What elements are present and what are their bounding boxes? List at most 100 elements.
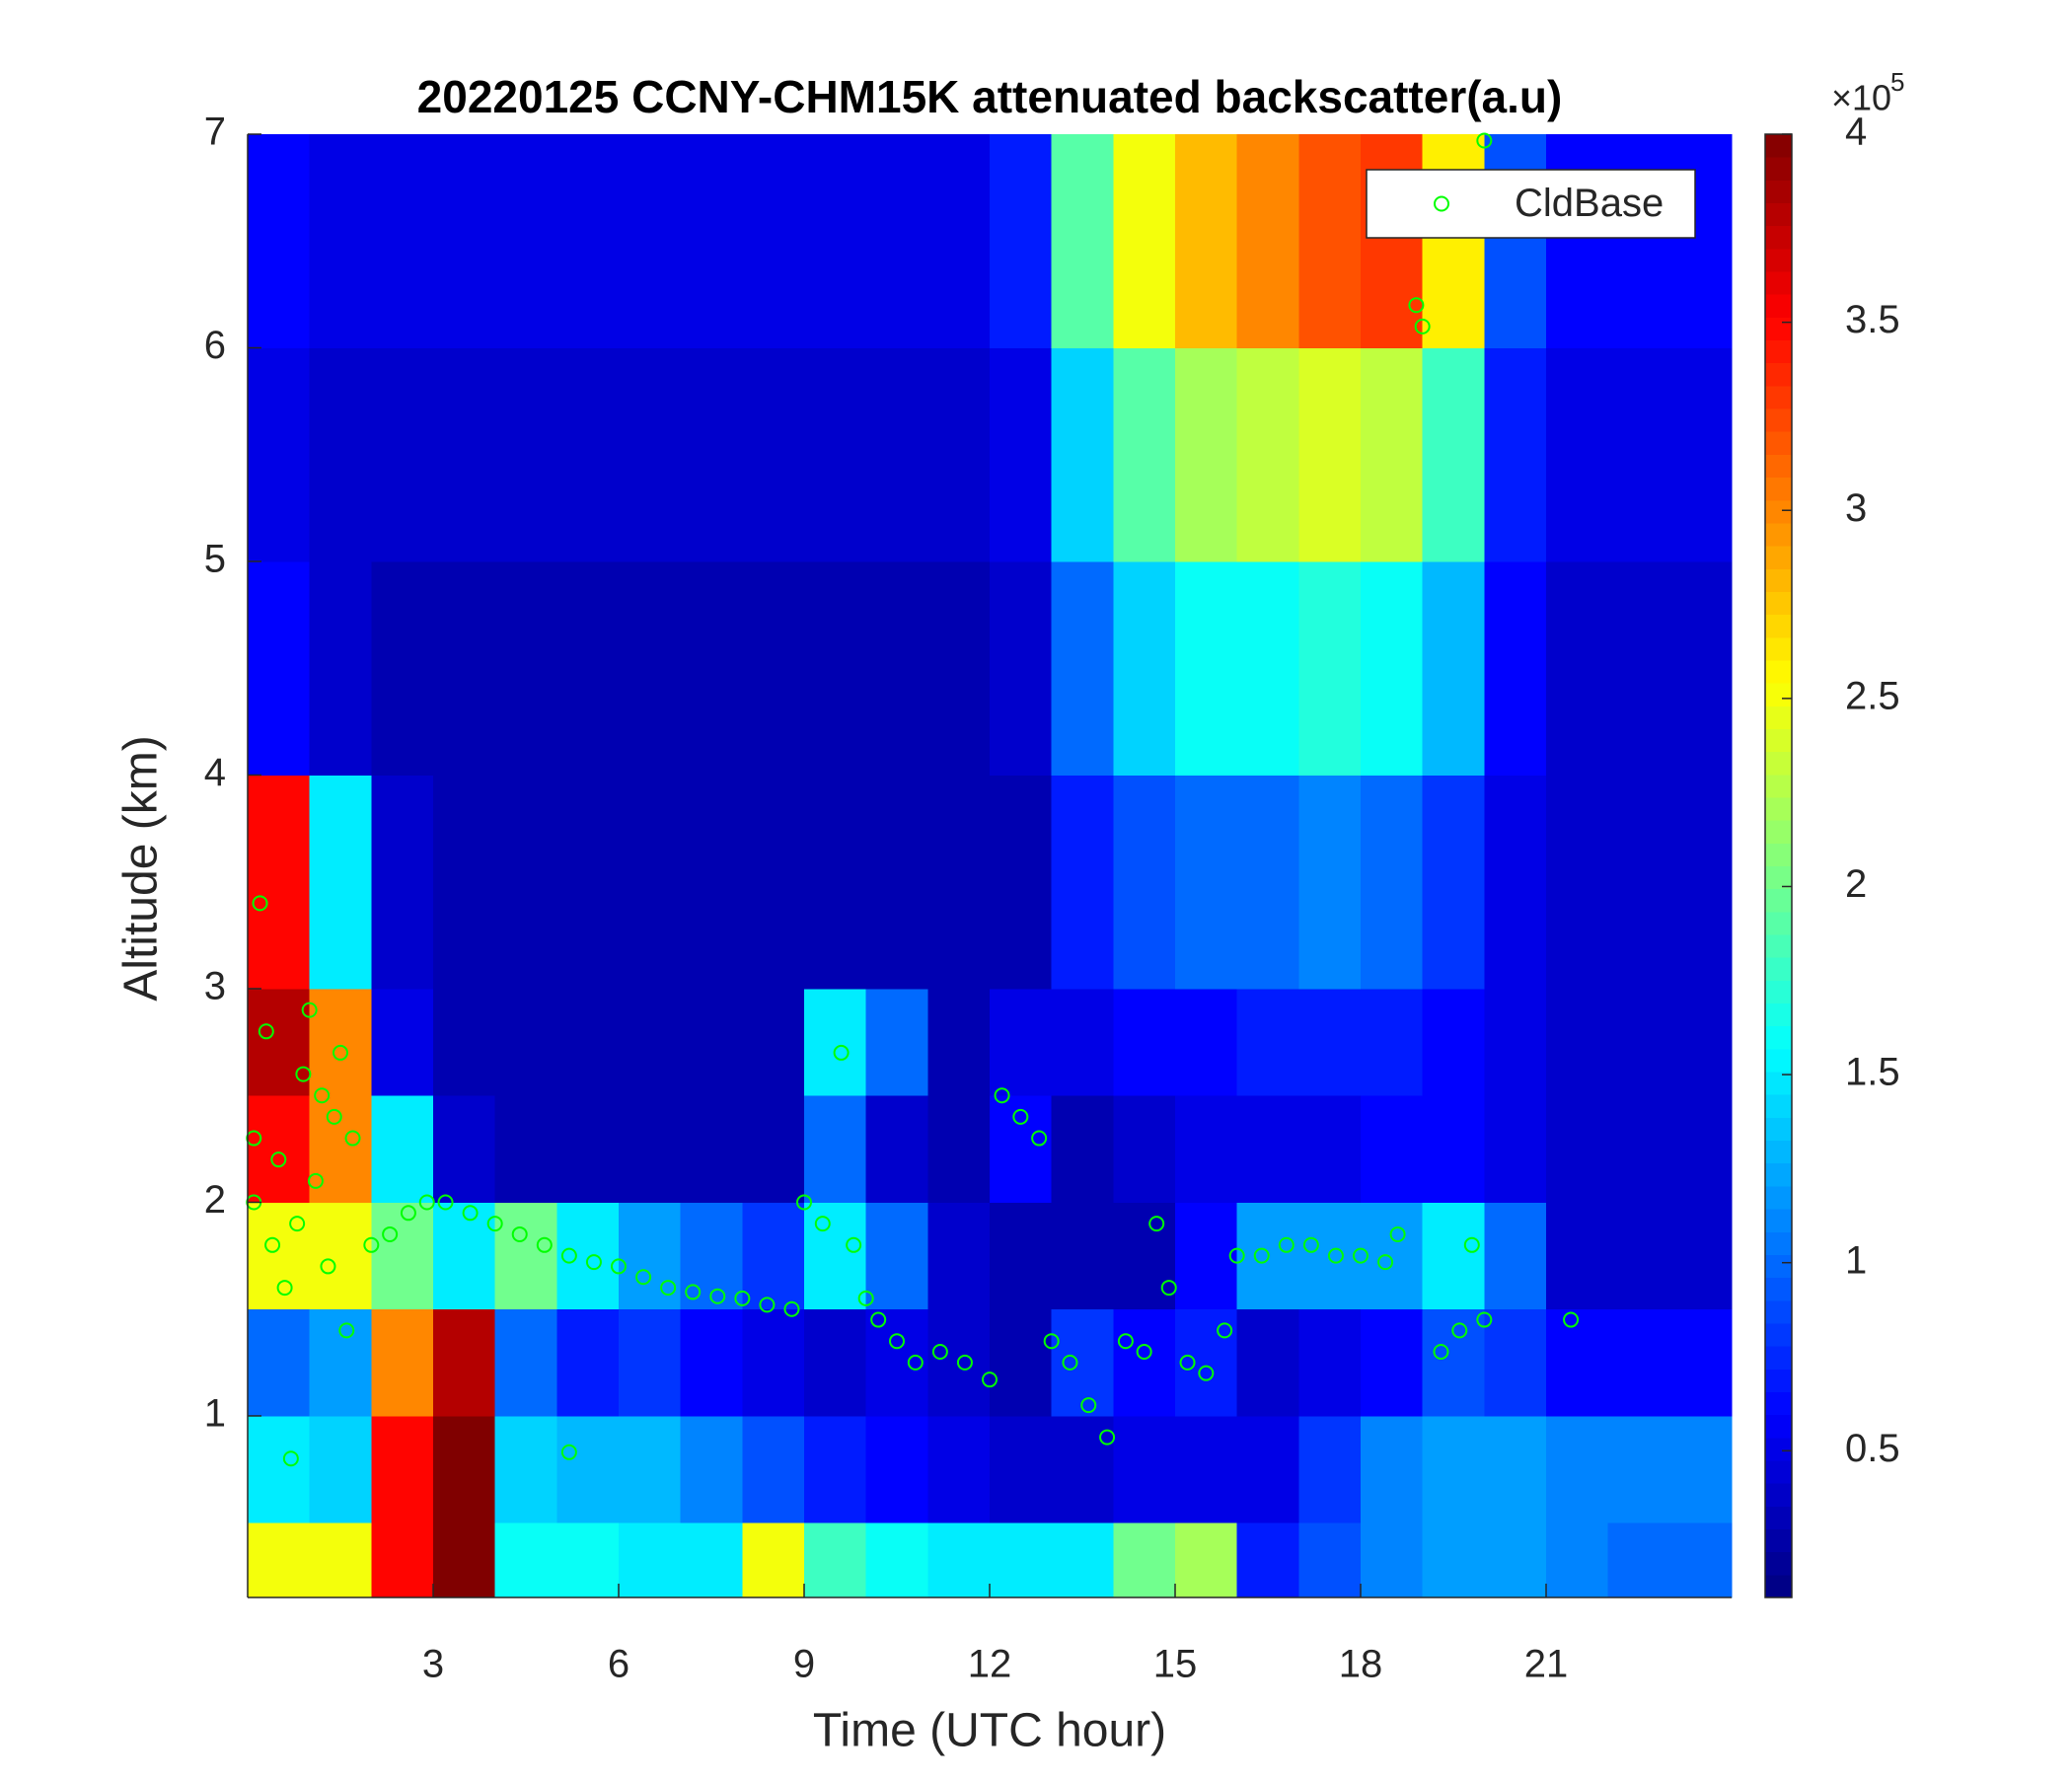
colorbar-swatch bbox=[1765, 271, 1792, 295]
heatmap-cell bbox=[990, 1202, 1053, 1310]
heatmap-cell bbox=[990, 1522, 1053, 1598]
heatmap-cell bbox=[1669, 988, 1733, 1096]
heatmap-cell bbox=[371, 1202, 434, 1310]
colorbar-swatch bbox=[1765, 1140, 1792, 1164]
heatmap-cell bbox=[804, 1308, 867, 1417]
heatmap-cell bbox=[1361, 134, 1424, 348]
heatmap-cell bbox=[1546, 1522, 1609, 1598]
colorbar-swatch bbox=[1765, 591, 1792, 616]
heatmap-cell bbox=[1113, 1415, 1176, 1523]
heatmap-cell bbox=[1484, 1308, 1547, 1417]
cloud-base-point bbox=[1148, 1216, 1165, 1232]
heatmap-cell bbox=[248, 1415, 311, 1523]
x-tick-label: 9 bbox=[793, 1643, 815, 1686]
heatmap-cell bbox=[619, 347, 682, 562]
heatmap-cell bbox=[1361, 1202, 1424, 1310]
heatmap-cell bbox=[433, 134, 496, 348]
colorbar-swatch bbox=[1765, 843, 1792, 866]
colorbar-swatch bbox=[1765, 683, 1792, 706]
cloud-base-point bbox=[1117, 1333, 1134, 1350]
colorbar-swatch bbox=[1765, 796, 1792, 821]
heatmap-cell bbox=[371, 775, 434, 990]
heatmap-cell bbox=[1607, 560, 1670, 776]
heatmap-cell bbox=[556, 988, 620, 1096]
heatmap-cell bbox=[619, 560, 682, 776]
cloud-base-point bbox=[326, 1108, 342, 1125]
cloud-base-point bbox=[1136, 1344, 1152, 1361]
heatmap-cell bbox=[865, 775, 928, 990]
heatmap-cell bbox=[927, 134, 991, 348]
heatmap-cell bbox=[494, 1095, 557, 1203]
colorbar-swatch bbox=[1765, 477, 1792, 501]
heatmap-cell bbox=[1422, 1415, 1485, 1523]
cloud-base-point bbox=[759, 1297, 776, 1313]
heatmap-cell bbox=[494, 347, 557, 562]
heatmap-cell bbox=[619, 1415, 682, 1523]
cloud-base-point bbox=[1253, 1247, 1270, 1264]
colorbar-swatch bbox=[1765, 1551, 1792, 1576]
colorbar-swatch bbox=[1765, 911, 1792, 935]
heatmap-cell bbox=[619, 1095, 682, 1203]
heatmap-cell bbox=[990, 1095, 1053, 1203]
colorbar-swatch bbox=[1765, 1231, 1792, 1255]
heatmap-cell bbox=[619, 1522, 682, 1598]
cloud-base-point bbox=[1012, 1108, 1029, 1125]
heatmap-cell bbox=[680, 1415, 743, 1523]
heatmap-cell bbox=[1051, 347, 1114, 562]
colorbar-swatch bbox=[1765, 134, 1792, 158]
colorbar-swatch bbox=[1765, 1209, 1792, 1232]
heatmap-cell bbox=[309, 1522, 372, 1598]
heatmap-cell bbox=[309, 775, 372, 990]
heatmap-cell bbox=[990, 347, 1053, 562]
colorbar-swatch bbox=[1765, 1437, 1792, 1461]
heatmap-cell bbox=[309, 134, 372, 348]
heatmap-cell bbox=[804, 1095, 867, 1203]
heatmap-cell bbox=[1361, 1095, 1424, 1203]
y-tick-label: 6 bbox=[204, 324, 226, 367]
heatmap-cell bbox=[1113, 1522, 1176, 1598]
cloud-base-point bbox=[314, 1087, 331, 1104]
heatmap-cell bbox=[1361, 1415, 1424, 1523]
heatmap-cell bbox=[619, 1202, 682, 1310]
heatmap-cell bbox=[1546, 775, 1609, 990]
heatmap-cell bbox=[619, 775, 682, 990]
heatmap-cell bbox=[1298, 988, 1362, 1096]
cloud-base-point bbox=[1217, 1322, 1233, 1339]
heatmap-cell bbox=[1361, 1522, 1424, 1598]
heatmap-cell bbox=[1298, 775, 1362, 990]
colorbar-swatch bbox=[1765, 1391, 1792, 1416]
heatmap-cell bbox=[742, 560, 805, 776]
heatmap-cell bbox=[1607, 1308, 1670, 1417]
heatmap-cell bbox=[680, 1308, 743, 1417]
colorbar-swatch bbox=[1765, 454, 1792, 479]
cloud-base-point bbox=[437, 1194, 454, 1211]
heatmap-cell bbox=[804, 775, 867, 990]
cloud-base-point bbox=[536, 1236, 553, 1253]
legend-label: CldBase bbox=[1515, 182, 1664, 225]
heatmap-cell bbox=[1113, 134, 1176, 348]
heatmap-cell bbox=[1236, 1308, 1299, 1417]
cloud-base-point bbox=[363, 1236, 380, 1253]
cloud-base-point bbox=[560, 1444, 577, 1460]
heatmap-cell bbox=[680, 1095, 743, 1203]
colorbar-tick-label: 1 bbox=[1845, 1238, 1867, 1282]
cloud-base-point bbox=[1414, 318, 1431, 334]
colorbar-swatch bbox=[1765, 705, 1792, 729]
heatmap-cell bbox=[990, 988, 1053, 1096]
heatmap-cell bbox=[1175, 1308, 1238, 1417]
cloud-base-point bbox=[1160, 1280, 1177, 1297]
cloud-base-point bbox=[660, 1280, 677, 1297]
heatmap-cell bbox=[990, 775, 1053, 990]
heatmap-cell bbox=[804, 560, 867, 776]
cloud-base-point bbox=[783, 1300, 800, 1317]
heatmap-cell bbox=[865, 134, 928, 348]
heatmap-cell bbox=[804, 1522, 867, 1598]
heatmap-cell bbox=[865, 1415, 928, 1523]
cloud-base-point bbox=[1451, 1322, 1468, 1339]
heatmap-cell bbox=[1175, 347, 1238, 562]
heatmap-cell bbox=[680, 1522, 743, 1598]
colorbar-swatch bbox=[1765, 294, 1792, 318]
colorbar-swatch bbox=[1765, 957, 1792, 981]
heatmap-cell bbox=[742, 775, 805, 990]
